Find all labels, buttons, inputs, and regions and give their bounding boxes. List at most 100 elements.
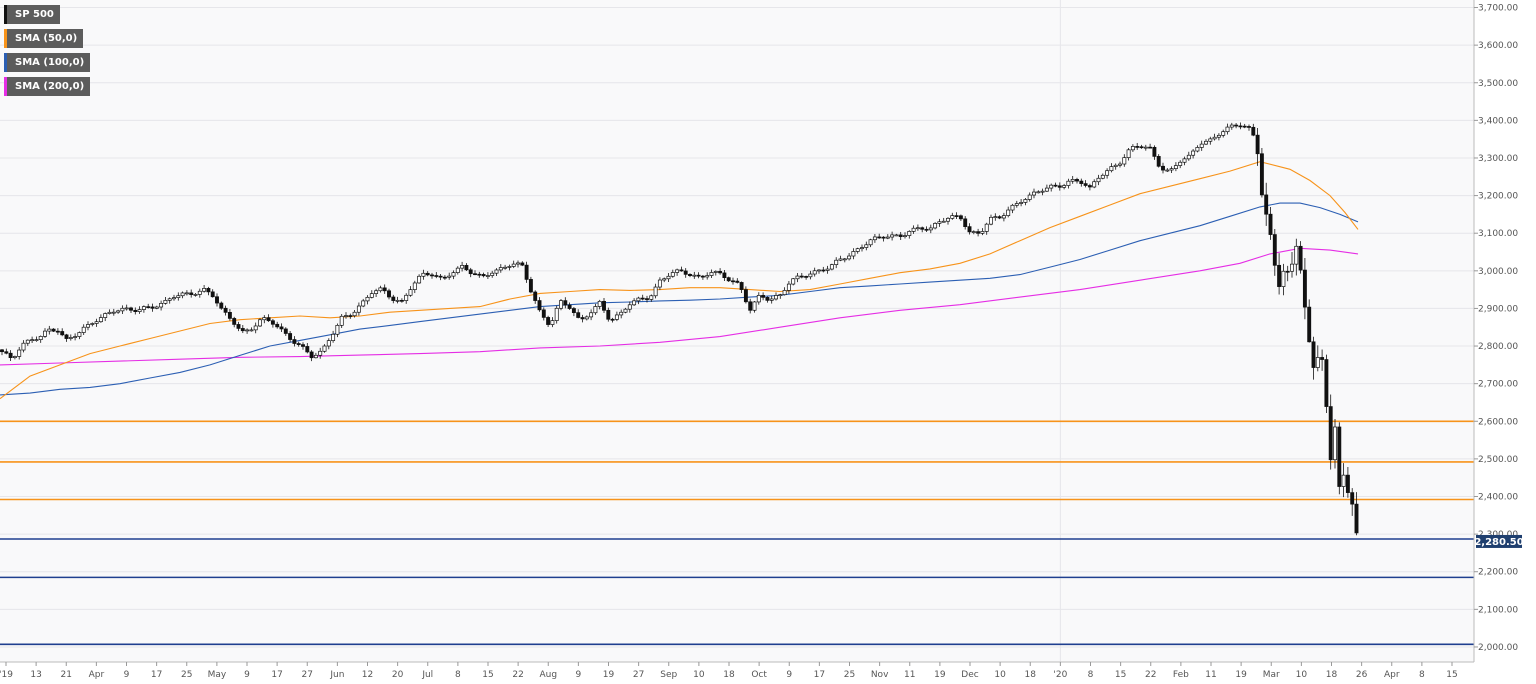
- candle-down: [292, 339, 297, 344]
- candle-down: [438, 275, 443, 278]
- candle-down: [700, 275, 705, 278]
- candle-down: [481, 274, 486, 277]
- legend-item-sma50[interactable]: SMA (50,0): [4, 29, 84, 48]
- candle-up: [378, 287, 383, 292]
- candle-up: [1208, 138, 1213, 142]
- candle-down: [301, 344, 305, 347]
- candle-up: [1122, 157, 1127, 165]
- candle-up: [412, 282, 417, 290]
- candle-down: [976, 231, 981, 234]
- x-tick-label: 21: [61, 670, 72, 680]
- candle-up: [834, 259, 839, 266]
- candle-down: [1285, 270, 1290, 273]
- candle-down: [546, 317, 551, 325]
- candle-up: [86, 324, 90, 328]
- candle-down: [881, 236, 886, 239]
- candle-down: [541, 309, 546, 318]
- candle-up: [447, 275, 452, 278]
- x-tick-label: 15: [1446, 670, 1457, 680]
- candle-up: [550, 320, 555, 325]
- candle-up: [1212, 136, 1217, 140]
- legend-item-sma100[interactable]: SMA (100,0): [4, 53, 91, 72]
- candle-up: [1109, 166, 1114, 172]
- candle-up: [103, 313, 108, 318]
- candle-up: [98, 317, 103, 323]
- candle-up: [107, 311, 112, 314]
- candle-down: [718, 271, 723, 274]
- candle-up: [352, 311, 357, 317]
- candle-up: [374, 290, 379, 294]
- candle-down: [442, 276, 447, 279]
- candle-up: [675, 269, 680, 273]
- candle-up: [1294, 245, 1299, 265]
- x-tick-label: Oct: [751, 670, 767, 680]
- candle-up: [180, 292, 185, 297]
- candle-up: [369, 293, 374, 298]
- candle-up: [980, 231, 985, 234]
- x-tick-label: Nov: [871, 670, 889, 680]
- x-tick-label: 26: [1356, 670, 1368, 680]
- x-tick-label: '19: [0, 670, 13, 680]
- candle-up: [451, 272, 456, 277]
- x-tick-label: Aug: [539, 670, 557, 680]
- candle-up: [984, 223, 989, 232]
- candle-up: [116, 310, 121, 313]
- candle-down: [821, 269, 826, 272]
- candle-down: [1234, 124, 1239, 127]
- y-tick-label: 3,100.00: [1478, 229, 1518, 239]
- candle-up: [653, 286, 658, 297]
- candle-up: [589, 312, 594, 318]
- candle-up: [1315, 357, 1320, 368]
- candle-up: [1118, 163, 1122, 166]
- x-tick-label: 9: [124, 670, 130, 680]
- candle-down: [1087, 185, 1092, 188]
- candle-down: [468, 269, 473, 275]
- sma-200-line: [0, 247, 1359, 366]
- candle-up: [584, 316, 589, 320]
- candle-down: [1354, 503, 1359, 534]
- candle-up: [597, 300, 602, 307]
- candle-up: [774, 295, 778, 300]
- candle-up: [709, 272, 714, 276]
- legend-item-sp500[interactable]: SP 500: [4, 5, 60, 24]
- candle-down: [1247, 126, 1251, 128]
- x-tick-label: 20: [392, 670, 404, 680]
- candle-down: [399, 299, 404, 302]
- candle-down: [1083, 183, 1088, 186]
- candle-down: [765, 297, 770, 301]
- candle-down: [958, 215, 963, 220]
- candle-down: [533, 291, 538, 301]
- candle-down: [309, 351, 314, 359]
- candle-down: [567, 304, 572, 309]
- candle-up: [197, 290, 202, 295]
- x-tick-label: 18: [723, 670, 735, 680]
- legend-item-sma200[interactable]: SMA (200,0): [4, 77, 91, 96]
- candle-up: [73, 336, 78, 338]
- candle-up: [395, 299, 400, 302]
- candle-up: [507, 266, 512, 268]
- candle-down: [266, 317, 271, 322]
- y-tick-label: 3,500.00: [1478, 79, 1518, 89]
- candle-up: [485, 275, 490, 277]
- candle-up: [769, 298, 774, 301]
- candle-up: [713, 271, 718, 273]
- candle-up: [47, 328, 52, 332]
- candle-up: [937, 221, 942, 224]
- candle-up: [752, 301, 757, 311]
- candle-up: [903, 235, 907, 237]
- candle-down: [1251, 126, 1256, 136]
- x-axis-ticks: '19 13 21 Apr 9 17 25 May 9 17 27 Jun 12 20 Jul 8 15 22 Au…: [0, 662, 1458, 680]
- candle-down: [288, 333, 293, 340]
- candle-up: [253, 325, 258, 331]
- candle-down: [524, 264, 529, 280]
- y-tick-label: 3,300.00: [1478, 154, 1518, 164]
- candle-up: [860, 247, 864, 250]
- candle-up: [361, 300, 366, 307]
- candle-up: [1195, 147, 1200, 152]
- x-tick-label: 17: [814, 670, 825, 680]
- candle-up: [1290, 263, 1294, 272]
- candle-up: [1199, 143, 1204, 148]
- plot-background: [0, 0, 1474, 662]
